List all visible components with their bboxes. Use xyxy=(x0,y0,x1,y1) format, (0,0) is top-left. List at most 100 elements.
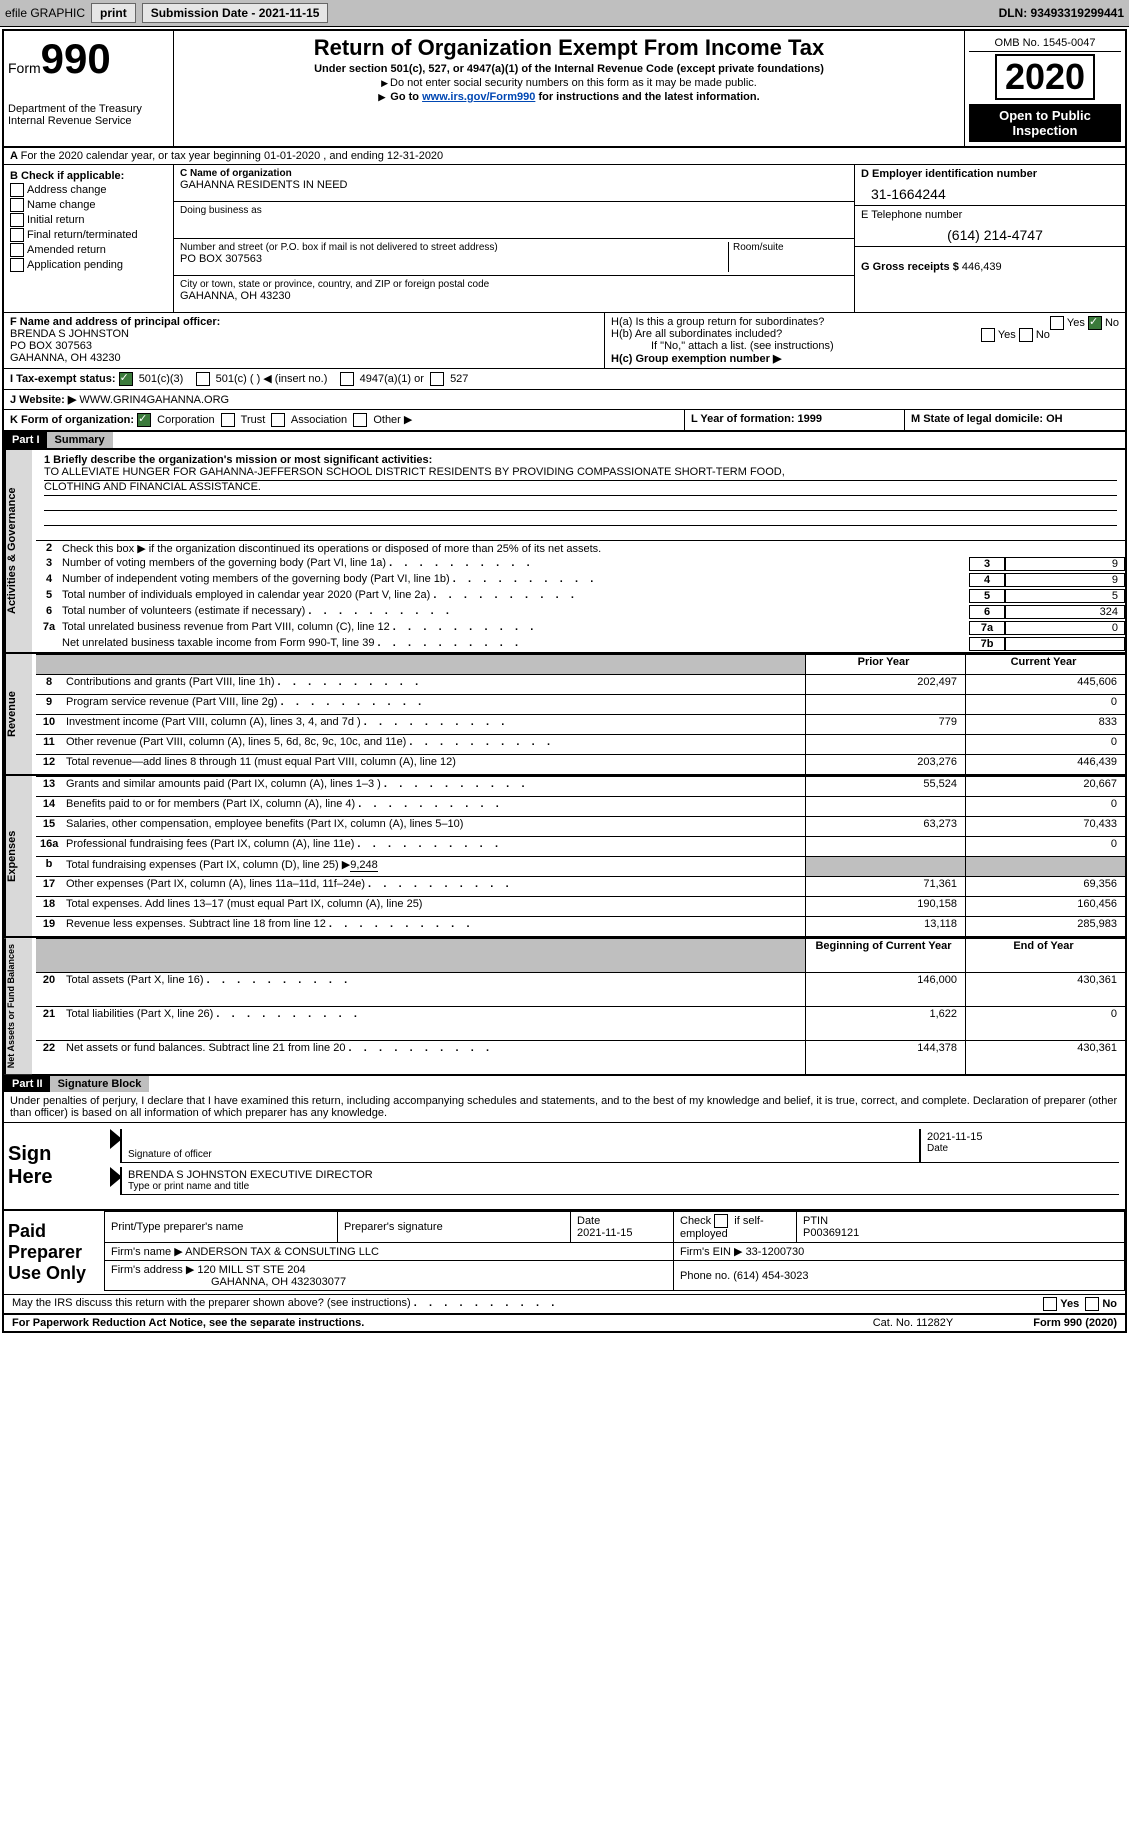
ha-yes-lbl: Yes xyxy=(1067,317,1085,329)
prep-name-hdr: Print/Type preparer's name xyxy=(105,1212,338,1243)
line-14-text: Benefits paid to or for members (Part IX… xyxy=(62,796,805,816)
tax-period-line: A For the 2020 calendar year, or tax yea… xyxy=(4,148,1125,165)
527-lbl: 527 xyxy=(450,373,468,385)
trust-lbl: Trust xyxy=(241,414,266,426)
501c3-check[interactable] xyxy=(119,372,133,386)
line-5-val: 5 xyxy=(1005,589,1125,603)
city-lbl: City or town, state or province, country… xyxy=(180,279,848,290)
penalty-statement: Under penalties of perjury, I declare th… xyxy=(4,1092,1125,1122)
amended-return-check[interactable] xyxy=(10,243,24,257)
open-to-public: Open to Public Inspection xyxy=(969,104,1121,142)
hb-no-check[interactable] xyxy=(1019,328,1033,342)
hb-yes-check[interactable] xyxy=(981,328,995,342)
org-info-column: C Name of organization GAHANNA RESIDENTS… xyxy=(174,165,855,312)
firm-ein-lbl: Firm's EIN ▶ xyxy=(680,1246,743,1258)
firm-addr2: GAHANNA, OH 432303077 xyxy=(211,1276,346,1288)
ha-yes-check[interactable] xyxy=(1050,316,1064,330)
initial-return-check[interactable] xyxy=(10,213,24,227)
line-10-curr: 833 xyxy=(965,714,1125,734)
org-name: GAHANNA RESIDENTS IN NEED xyxy=(180,179,848,191)
ein-lbl: D Employer identification number xyxy=(861,168,1119,180)
form-number: 990 xyxy=(41,35,111,82)
gross-cell: G Gross receipts $ 446,439 xyxy=(855,247,1125,276)
form-id-block: Form990 Department of the Treasury Inter… xyxy=(4,31,174,146)
trust-check[interactable] xyxy=(221,413,235,427)
j-lbl: J Website: ▶ xyxy=(10,394,76,406)
firm-name-lbl: Firm's name ▶ xyxy=(111,1246,183,1258)
firm-phone-lbl: Phone no. xyxy=(680,1270,730,1282)
check-hdr: B Check if applicable: xyxy=(10,170,167,182)
dept-treasury: Department of the Treasury xyxy=(8,103,169,115)
website-value: WWW.GRIN4GAHANNA.ORG xyxy=(79,394,229,406)
other-lbl: Other ▶ xyxy=(373,414,412,426)
part-1-title: Summary xyxy=(47,432,113,448)
prep-row-3: Firm's address ▶ 120 MILL ST STE 204GAHA… xyxy=(105,1261,1125,1291)
discuss-no-check[interactable] xyxy=(1085,1297,1099,1311)
officer-h-row: F Name and address of principal officer:… xyxy=(4,312,1125,368)
line-2-text: Check this box ▶ if the organization dis… xyxy=(62,542,969,555)
label-amended-return: Amended return xyxy=(27,244,106,256)
line-12-prior: 203,276 xyxy=(805,754,965,774)
corp-check[interactable] xyxy=(137,413,151,427)
part-2-header: Part IISignature Block xyxy=(4,1074,1125,1092)
officer-name: BRENDA S JOHNSTON xyxy=(10,328,598,340)
subtitle-1: Under section 501(c), 527, or 4947(a)(1)… xyxy=(178,63,960,75)
other-check[interactable] xyxy=(353,413,367,427)
addr-lbl: Number and street (or P.O. box if mail i… xyxy=(180,242,728,253)
mission-block: 1 Briefly describe the organization's mi… xyxy=(36,450,1125,541)
expenses-section: Expenses 13Grants and similar amounts pa… xyxy=(4,774,1125,936)
submission-date-button[interactable]: Submission Date - 2021-11-15 xyxy=(142,3,329,23)
subtitle-3: Go to www.irs.gov/Form990 for instructio… xyxy=(178,91,960,103)
mission-blank2 xyxy=(44,511,1117,526)
check-if-applicable: B Check if applicable: Address change Na… xyxy=(4,165,174,312)
dept-irs: Internal Revenue Service xyxy=(8,115,169,127)
discuss-yes-check[interactable] xyxy=(1043,1297,1057,1311)
line-9-curr: 0 xyxy=(965,694,1125,714)
end-year-hdr: End of Year xyxy=(965,938,1125,972)
sig-date-lbl: Date xyxy=(927,1143,1113,1154)
sign-here-grid: Sign Here Signature of officer 2021-11-1… xyxy=(4,1122,1125,1209)
self-emp-check[interactable] xyxy=(714,1214,728,1228)
line-2: 2Check this box ▶ if the organization di… xyxy=(36,541,1125,556)
prep-date: 2021-11-15 xyxy=(577,1227,632,1239)
name-change-check[interactable] xyxy=(10,198,24,212)
4947-lbl: 4947(a)(1) or xyxy=(360,373,424,385)
mission-line2: CLOTHING AND FINANCIAL ASSISTANCE. xyxy=(44,481,1117,496)
firm-phone: (614) 454-3023 xyxy=(733,1270,808,1282)
4947-check[interactable] xyxy=(340,372,354,386)
city-line: GAHANNA, OH 43230 xyxy=(180,290,848,302)
application-pending-check[interactable] xyxy=(10,258,24,272)
line-11-prior xyxy=(805,734,965,754)
line-15-text: Salaries, other compensation, employee b… xyxy=(62,816,805,836)
hb-yes-lbl: Yes xyxy=(998,329,1016,341)
line-17-prior: 71,361 xyxy=(805,876,965,896)
title-block: Return of Organization Exempt From Incom… xyxy=(174,31,965,146)
line-18-text: Total expenses. Add lines 13–17 (must eq… xyxy=(62,896,805,916)
form-word: Form xyxy=(8,60,41,76)
firm-addr1: 120 MILL ST STE 204 xyxy=(197,1264,305,1276)
501c-check[interactable] xyxy=(196,372,210,386)
ha-no-check[interactable] xyxy=(1088,316,1102,330)
form-header: Form990 Department of the Treasury Inter… xyxy=(4,31,1125,148)
527-check[interactable] xyxy=(430,372,444,386)
print-button[interactable]: print xyxy=(91,3,136,23)
efile-label: efile GRAPHIC xyxy=(5,6,85,20)
assoc-check[interactable] xyxy=(271,413,285,427)
mission-lbl: 1 Briefly describe the organization's mi… xyxy=(44,454,1117,466)
address-change-check[interactable] xyxy=(10,183,24,197)
part-2-title: Signature Block xyxy=(50,1076,150,1092)
paperwork-notice: For Paperwork Reduction Act Notice, see … xyxy=(12,1317,873,1329)
paid-preparer-label: Paid Preparer Use Only xyxy=(4,1211,102,1294)
goto-pre: Go to xyxy=(390,91,422,103)
form-footer: Form 990 (2020) xyxy=(1033,1317,1117,1329)
form-title: Return of Organization Exempt From Incom… xyxy=(178,35,960,61)
part-1-label: Part I xyxy=(4,432,48,448)
m-line: M State of legal domicile: OH xyxy=(905,410,1125,430)
ein-cell: D Employer identification number 31-1664… xyxy=(855,165,1125,206)
final-return-check[interactable] xyxy=(10,228,24,242)
prep-row-2: Firm's name ▶ ANDERSON TAX & CONSULTING … xyxy=(105,1243,1125,1261)
i-lbl: I Tax-exempt status: xyxy=(10,373,116,385)
gross-value: 446,439 xyxy=(962,261,1002,273)
irs-form990-link[interactable]: www.irs.gov/Form990 xyxy=(422,91,535,103)
line-8-text: Contributions and grants (Part VIII, lin… xyxy=(62,674,805,694)
